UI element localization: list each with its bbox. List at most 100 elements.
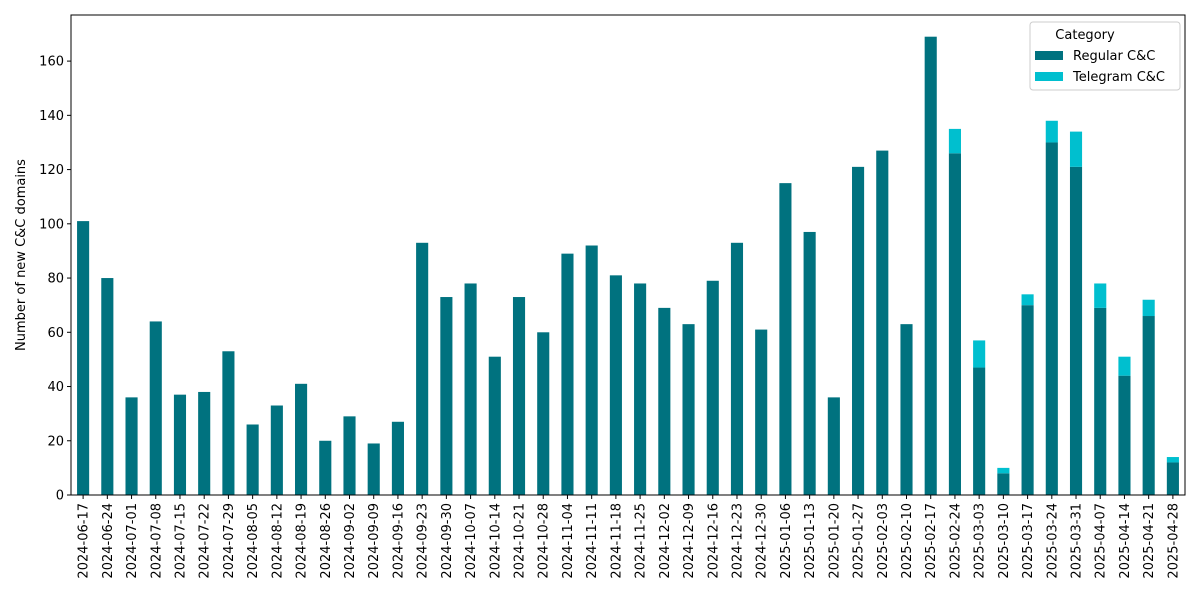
bar-regular-2024-12-02 <box>658 307 671 495</box>
bar-telegram-2025-04-28 <box>1166 457 1179 463</box>
bar-regular-2024-11-18 <box>609 275 622 495</box>
x-tick-label: 2025-03-17 <box>1021 503 1036 579</box>
x-tick-label: 2024-12-16 <box>706 503 721 579</box>
y-tick-label: 100 <box>39 217 64 232</box>
bars-layer <box>77 36 1179 496</box>
bar-regular-2024-06-24 <box>101 278 114 495</box>
plot-frame <box>70 14 1186 496</box>
bar-telegram-2025-04-14 <box>1118 356 1131 376</box>
bar-regular-2025-04-14 <box>1118 375 1131 495</box>
bar-regular-2024-10-14 <box>488 356 501 495</box>
x-tick-label: 2024-11-25 <box>634 503 649 579</box>
bar-regular-2024-10-21 <box>512 297 526 495</box>
x-tick-label: 2024-07-22 <box>198 503 213 579</box>
x-tick-label: 2024-06-17 <box>77 503 92 579</box>
bar-regular-2024-08-12 <box>270 405 283 495</box>
legend: Category Regular C&C Telegram C&C <box>1029 21 1181 91</box>
bar-telegram-2025-03-31 <box>1069 131 1083 167</box>
bar-regular-2025-03-24 <box>1045 142 1058 495</box>
bar-regular-2024-08-05 <box>246 424 259 495</box>
bar-regular-2025-02-03 <box>876 150 889 496</box>
x-tick-label: 2024-07-01 <box>125 503 140 579</box>
bar-regular-2025-04-28 <box>1166 462 1179 495</box>
x-tick-label: 2024-09-16 <box>391 503 406 579</box>
x-tick-label: 2025-04-07 <box>1094 503 1109 579</box>
y-tick-label: 120 <box>39 163 64 178</box>
bar-regular-2025-01-20 <box>827 397 840 495</box>
bar-regular-2025-03-03 <box>973 367 986 495</box>
x-tick-label: 2025-03-10 <box>997 503 1012 579</box>
bar-regular-2024-12-23 <box>730 242 744 495</box>
bar-regular-2024-07-15 <box>173 394 187 495</box>
bar-telegram-2025-03-03 <box>973 340 986 368</box>
x-tick-label: 2024-12-09 <box>682 503 697 579</box>
x-tick-label: 2024-12-02 <box>658 503 673 579</box>
bar-regular-2024-08-19 <box>295 383 308 495</box>
x-tick-label: 2025-03-03 <box>973 503 988 579</box>
bar-regular-2024-11-04 <box>561 253 574 495</box>
legend-label-regular: Regular C&C <box>1073 49 1155 64</box>
bar-regular-2024-09-30 <box>440 297 453 495</box>
x-tick-label: 2024-09-09 <box>367 503 382 579</box>
y-tick-label: 20 <box>47 434 64 449</box>
x-tick-label: 2024-07-15 <box>173 503 188 579</box>
bar-regular-2024-07-22 <box>198 391 211 495</box>
x-tick-label: 2024-08-05 <box>246 503 261 579</box>
bar-regular-2025-04-21 <box>1142 316 1155 495</box>
bar-regular-2024-11-11 <box>585 245 598 495</box>
bar-regular-2024-10-07 <box>464 283 477 495</box>
bar-regular-2025-02-10 <box>900 324 913 495</box>
bar-regular-2025-03-31 <box>1069 166 1083 495</box>
bar-regular-2024-12-30 <box>755 329 768 495</box>
bar-regular-2024-09-16 <box>391 421 404 495</box>
bar-regular-2024-12-09 <box>682 324 695 495</box>
x-tick-label: 2025-04-28 <box>1166 503 1181 579</box>
bar-regular-2024-07-29 <box>222 351 235 495</box>
x-tick-label: 2025-01-13 <box>803 503 818 579</box>
legend-swatch-telegram <box>1035 72 1063 81</box>
x-tick-label: 2024-08-26 <box>319 503 334 579</box>
bar-regular-2024-07-01 <box>125 397 138 495</box>
bar-regular-2025-03-10 <box>997 473 1010 495</box>
x-tick-label: 2025-02-24 <box>948 503 963 579</box>
bar-telegram-2025-03-10 <box>997 467 1010 474</box>
x-tick-label: 2025-01-27 <box>852 503 867 579</box>
x-tick-label: 2024-07-29 <box>222 503 237 579</box>
bar-regular-2025-03-17 <box>1021 305 1034 495</box>
bar-regular-2024-09-09 <box>367 443 380 495</box>
y-tick-label: 80 <box>47 272 64 287</box>
bar-telegram-2025-04-07 <box>1094 283 1107 308</box>
x-tick-label: 2025-04-14 <box>1118 503 1133 579</box>
bar-regular-2025-04-07 <box>1094 307 1107 495</box>
bar-regular-2025-01-06 <box>779 183 792 495</box>
bar-regular-2024-08-26 <box>319 440 332 495</box>
x-tick-label: 2024-08-19 <box>295 503 310 579</box>
x-tick-label: 2024-10-28 <box>537 503 552 579</box>
x-axis: 2024-06-17 2024-06-24 2024-07-01 2024-07-08… <box>77 495 1181 579</box>
legend-box <box>1029 21 1181 91</box>
bar-regular-2024-12-16 <box>706 280 719 495</box>
x-tick-label: 2024-12-30 <box>755 503 770 579</box>
bar-regular-2024-11-25 <box>634 283 647 495</box>
x-tick-label: 2024-06-24 <box>101 503 116 579</box>
bar-telegram-2025-03-17 <box>1021 294 1034 306</box>
x-tick-label: 2024-10-14 <box>488 503 503 579</box>
bar-regular-2024-10-28 <box>537 332 550 495</box>
y-tick-label: 40 <box>47 380 64 395</box>
bar-telegram-2025-02-24 <box>948 128 961 154</box>
bar-telegram-2025-04-21 <box>1142 299 1155 317</box>
x-tick-label: 2024-11-04 <box>561 503 576 579</box>
x-tick-label: 2025-04-21 <box>1142 503 1157 579</box>
bar-regular-2024-06-17 <box>77 221 90 496</box>
y-tick-label: 160 <box>39 55 64 70</box>
x-tick-label: 2025-02-10 <box>900 503 915 579</box>
x-tick-label: 2025-03-24 <box>1045 503 1060 579</box>
x-tick-label: 2024-12-23 <box>730 503 745 579</box>
x-tick-label: 2024-11-11 <box>585 503 600 579</box>
legend-title: Category <box>1055 28 1115 43</box>
x-tick-label: 2025-02-03 <box>876 503 891 579</box>
bar-regular-2024-09-02 <box>343 416 356 495</box>
y-axis: 0 20 40 60 80 100 120 140 160 <box>39 55 71 504</box>
y-tick-label: 0 <box>56 489 64 504</box>
